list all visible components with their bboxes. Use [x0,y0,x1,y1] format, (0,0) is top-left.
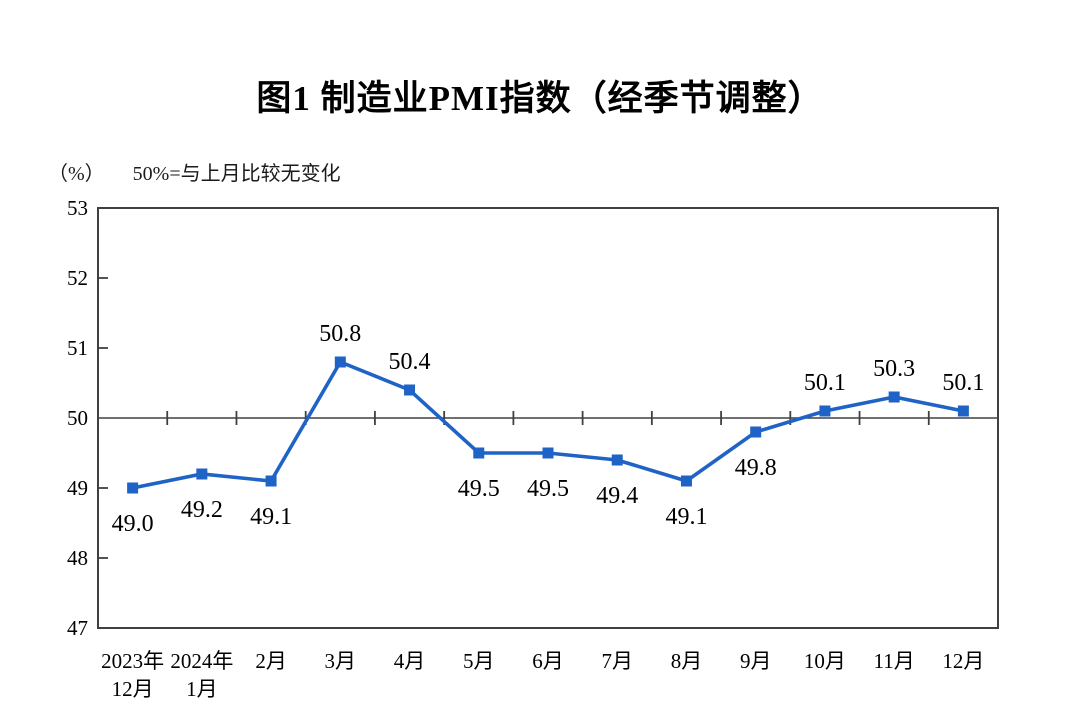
data-value-label: 49.4 [596,483,638,509]
data-value-label: 49.1 [250,504,292,530]
x-axis-category-label: 10月 [804,649,846,673]
data-point-marker [404,384,416,396]
data-value-label: 50.1 [942,370,984,396]
y-axis-tick-label: 52 [67,266,88,290]
x-axis-category-label: 2024年 [170,649,233,673]
y-axis-tick-label: 50 [67,406,88,430]
y-axis-unit-label: （%） [48,163,105,185]
axis-note-row: （%） 50%=与上月比较无变化 [48,157,341,186]
data-point-marker [888,391,900,403]
data-point-marker [265,475,277,487]
chart-title: 图1 制造业PMI指数（经季节调整） [256,79,824,118]
data-value-label: 50.3 [873,356,915,382]
x-axis-category-label: 8月 [671,649,703,673]
data-value-label: 49.5 [458,476,500,502]
reference-note: 50%=与上月比较无变化 [132,163,341,185]
data-value-label: 50.1 [804,370,846,396]
y-axis-tick-label: 47 [67,616,88,640]
data-point-marker [819,405,831,417]
data-value-label: 49.0 [112,511,154,537]
y-axis-tick-label: 51 [67,336,88,360]
data-value-label: 49.1 [665,504,707,530]
data-point-marker [334,356,346,368]
data-value-label: 49.5 [527,476,569,502]
x-axis-category-label: 4月 [394,649,426,673]
x-axis-category-label: 1月 [186,677,218,701]
data-value-label: 49.2 [181,497,223,523]
x-axis-category-label: 12月 [112,677,154,701]
x-axis-category-label: 7月 [601,649,633,673]
x-axis-category-label: 5月 [463,649,495,673]
data-point-marker [473,447,485,459]
data-point-marker [750,426,762,438]
data-point-marker [680,475,692,487]
x-axis-category-label: 2月 [255,649,287,673]
x-axis-category-label: 3月 [325,649,357,673]
x-axis-category-label: 2023年 [101,649,164,673]
plot-border [97,207,999,629]
x-axis-category-label: 6月 [532,649,564,673]
data-point-marker [196,468,208,480]
data-point-marker [127,482,139,494]
y-axis-tick-label: 48 [67,546,88,570]
data-point-marker [957,405,969,417]
x-axis-category-label: 9月 [740,649,772,673]
data-value-label: 49.8 [735,455,777,481]
data-value-label: 50.8 [319,321,361,347]
x-axis-category-label: 12月 [942,649,984,673]
x-axis-category-label: 11月 [874,649,915,673]
y-axis-tick-label: 49 [67,476,88,500]
data-value-label: 50.4 [389,349,431,375]
y-axis-tick-label: 53 [67,196,88,220]
data-point-marker [611,454,623,466]
data-point-marker [542,447,554,459]
